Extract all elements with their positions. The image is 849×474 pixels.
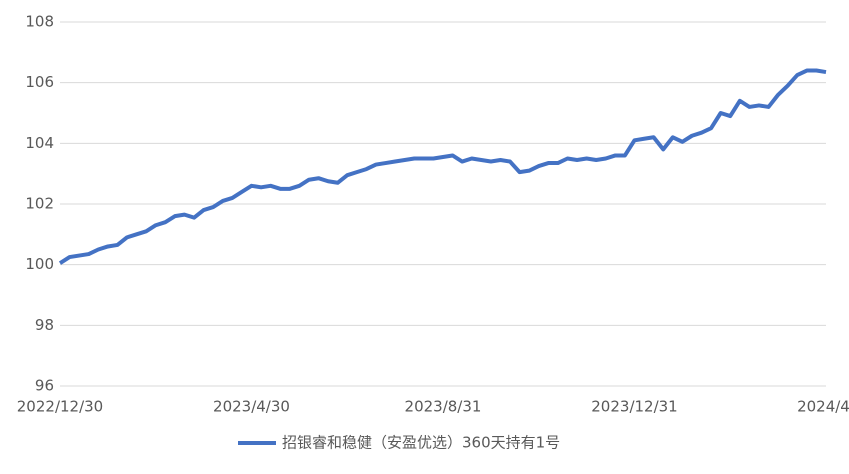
x-tick-label: 2022/12/30 — [17, 398, 103, 416]
y-tick-label: 104 — [25, 134, 54, 152]
data-line — [58, 68, 827, 265]
x-tick-label: 2023/4/30 — [213, 398, 290, 416]
y-tick-label: 98 — [35, 316, 54, 334]
y-tick-label: 96 — [35, 377, 54, 395]
y-tick-label: 108 — [25, 13, 54, 31]
legend-label: 招银睿和稳健（安盈优选）360天持有1号 — [282, 434, 560, 452]
x-tick-label: 2024/4/ — [797, 398, 849, 416]
x-tick-label: 2023/8/31 — [405, 398, 482, 416]
y-tick-label: 106 — [25, 73, 54, 91]
y-tick-label: 100 — [25, 255, 54, 273]
x-tick-label: 2023/12/31 — [591, 398, 677, 416]
y-tick-label: 102 — [25, 195, 54, 213]
